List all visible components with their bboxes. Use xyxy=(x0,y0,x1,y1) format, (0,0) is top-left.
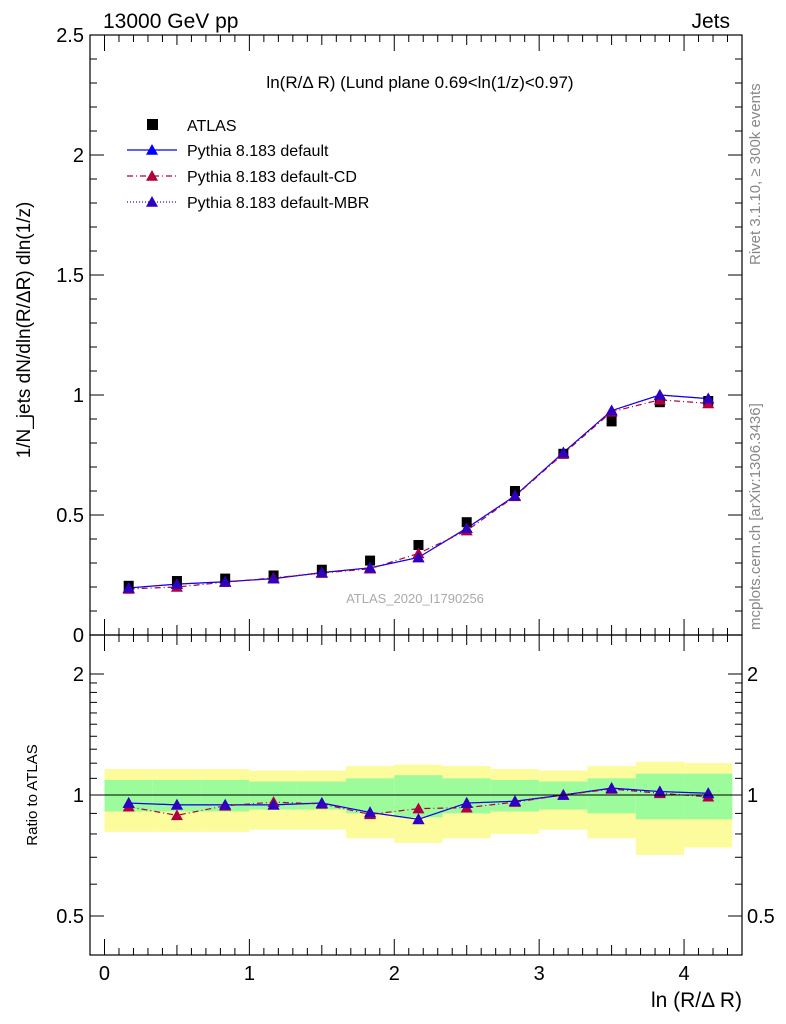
header-right: Jets xyxy=(691,10,730,33)
triangle-marker xyxy=(146,196,158,207)
legend-label: Pythia 8.183 default-MBR xyxy=(187,195,369,212)
main-ytick-label: 0.5 xyxy=(56,505,84,527)
triangle-marker xyxy=(146,170,158,181)
ratio-ytick-label: 1 xyxy=(73,785,84,807)
triangle-marker xyxy=(508,795,521,807)
triangle-marker xyxy=(605,404,618,416)
main-ytick-label: 1.5 xyxy=(56,265,84,287)
ratio-ylabel: Ratio to ATLAS xyxy=(24,744,41,845)
x-axis-label: ln (R/Δ R) xyxy=(651,989,742,1012)
ratio-ytick-label-right: 2 xyxy=(747,664,758,686)
rivet-label: Rivet 3.1.10, ≥ 300k events xyxy=(747,83,764,265)
mcplots-label: mcplots.cern.ch [arXiv:1306.3436] xyxy=(747,403,764,630)
header-left: 13000 GeV pp xyxy=(103,10,238,33)
triangle-marker xyxy=(170,578,183,589)
triangle-marker xyxy=(702,392,715,404)
ratio-ytick-label-right: 0.5 xyxy=(747,906,775,928)
main-ytick-label: 2.5 xyxy=(56,25,84,47)
triangle-marker xyxy=(653,389,666,400)
triangle-marker xyxy=(315,797,328,808)
atlas-point xyxy=(606,416,617,427)
legend-label: Pythia 8.183 default-CD xyxy=(187,169,357,186)
main-ylabel: 1/N_jets dN/dln(R/ΔR) dln(1/z) xyxy=(14,202,35,459)
triangle-marker xyxy=(267,572,280,584)
triangle-marker xyxy=(315,566,328,578)
triangle-marker xyxy=(364,806,377,818)
x-tick-label: 0 xyxy=(99,963,110,985)
triangle-marker xyxy=(557,446,570,458)
triangle-marker xyxy=(219,575,232,587)
x-tick-label: 3 xyxy=(534,963,545,985)
x-tick-label: 4 xyxy=(678,963,689,985)
legend-label: Pythia 8.183 default xyxy=(187,143,329,160)
main-ylabel-text: 1/N_jets dN/dln(R/ΔR) dln(1/z) xyxy=(14,202,35,459)
ratio-ytick-label: 0.5 xyxy=(56,906,84,928)
atlas-point xyxy=(413,540,424,550)
main-ytick-label: 2 xyxy=(73,145,84,167)
triangle-marker xyxy=(170,809,183,821)
main-ytick-label: 1 xyxy=(73,385,84,407)
triangle-marker xyxy=(605,782,618,793)
triangle-marker xyxy=(460,797,473,808)
triangle-marker xyxy=(267,798,280,810)
legend-label: ATLAS xyxy=(187,118,237,135)
legend: ATLAS Pythia 8.183 default Pythia 8.183 de… xyxy=(127,118,369,212)
triangle-marker xyxy=(460,522,473,533)
axes: 0 0.5 1 1.5 2 2.5 0 1 2 3 4 0.5 0.5 1 1 2 2 xyxy=(56,25,775,985)
x-tick-label: 2 xyxy=(389,963,400,985)
triangle-marker xyxy=(122,797,135,808)
triangle-marker xyxy=(557,789,570,800)
triangle-marker xyxy=(653,785,666,797)
triangle-marker xyxy=(412,813,425,825)
main-ytick-label: 0 xyxy=(73,625,84,647)
atlas-point xyxy=(365,555,376,566)
triangle-marker xyxy=(122,581,135,593)
ratio-ytick-label-right: 1 xyxy=(747,785,758,807)
main-series xyxy=(122,389,715,594)
triangle-marker xyxy=(170,798,183,810)
watermark: ATLAS_2020_I1790256 xyxy=(346,591,484,606)
triangle-marker xyxy=(219,798,232,810)
ratio-ytick-label: 2 xyxy=(73,664,84,686)
legend-marker-atlas xyxy=(147,119,158,130)
triangle-marker xyxy=(412,802,425,814)
triangle-marker xyxy=(146,144,158,155)
triangle-marker xyxy=(364,561,377,573)
triangle-marker xyxy=(412,551,425,563)
x-tick-label: 1 xyxy=(244,963,255,985)
triangle-marker xyxy=(508,489,521,501)
plot-title: ln(R/Δ R) (Lund plane 0.69<ln(1/z)<0.97) xyxy=(266,73,573,92)
